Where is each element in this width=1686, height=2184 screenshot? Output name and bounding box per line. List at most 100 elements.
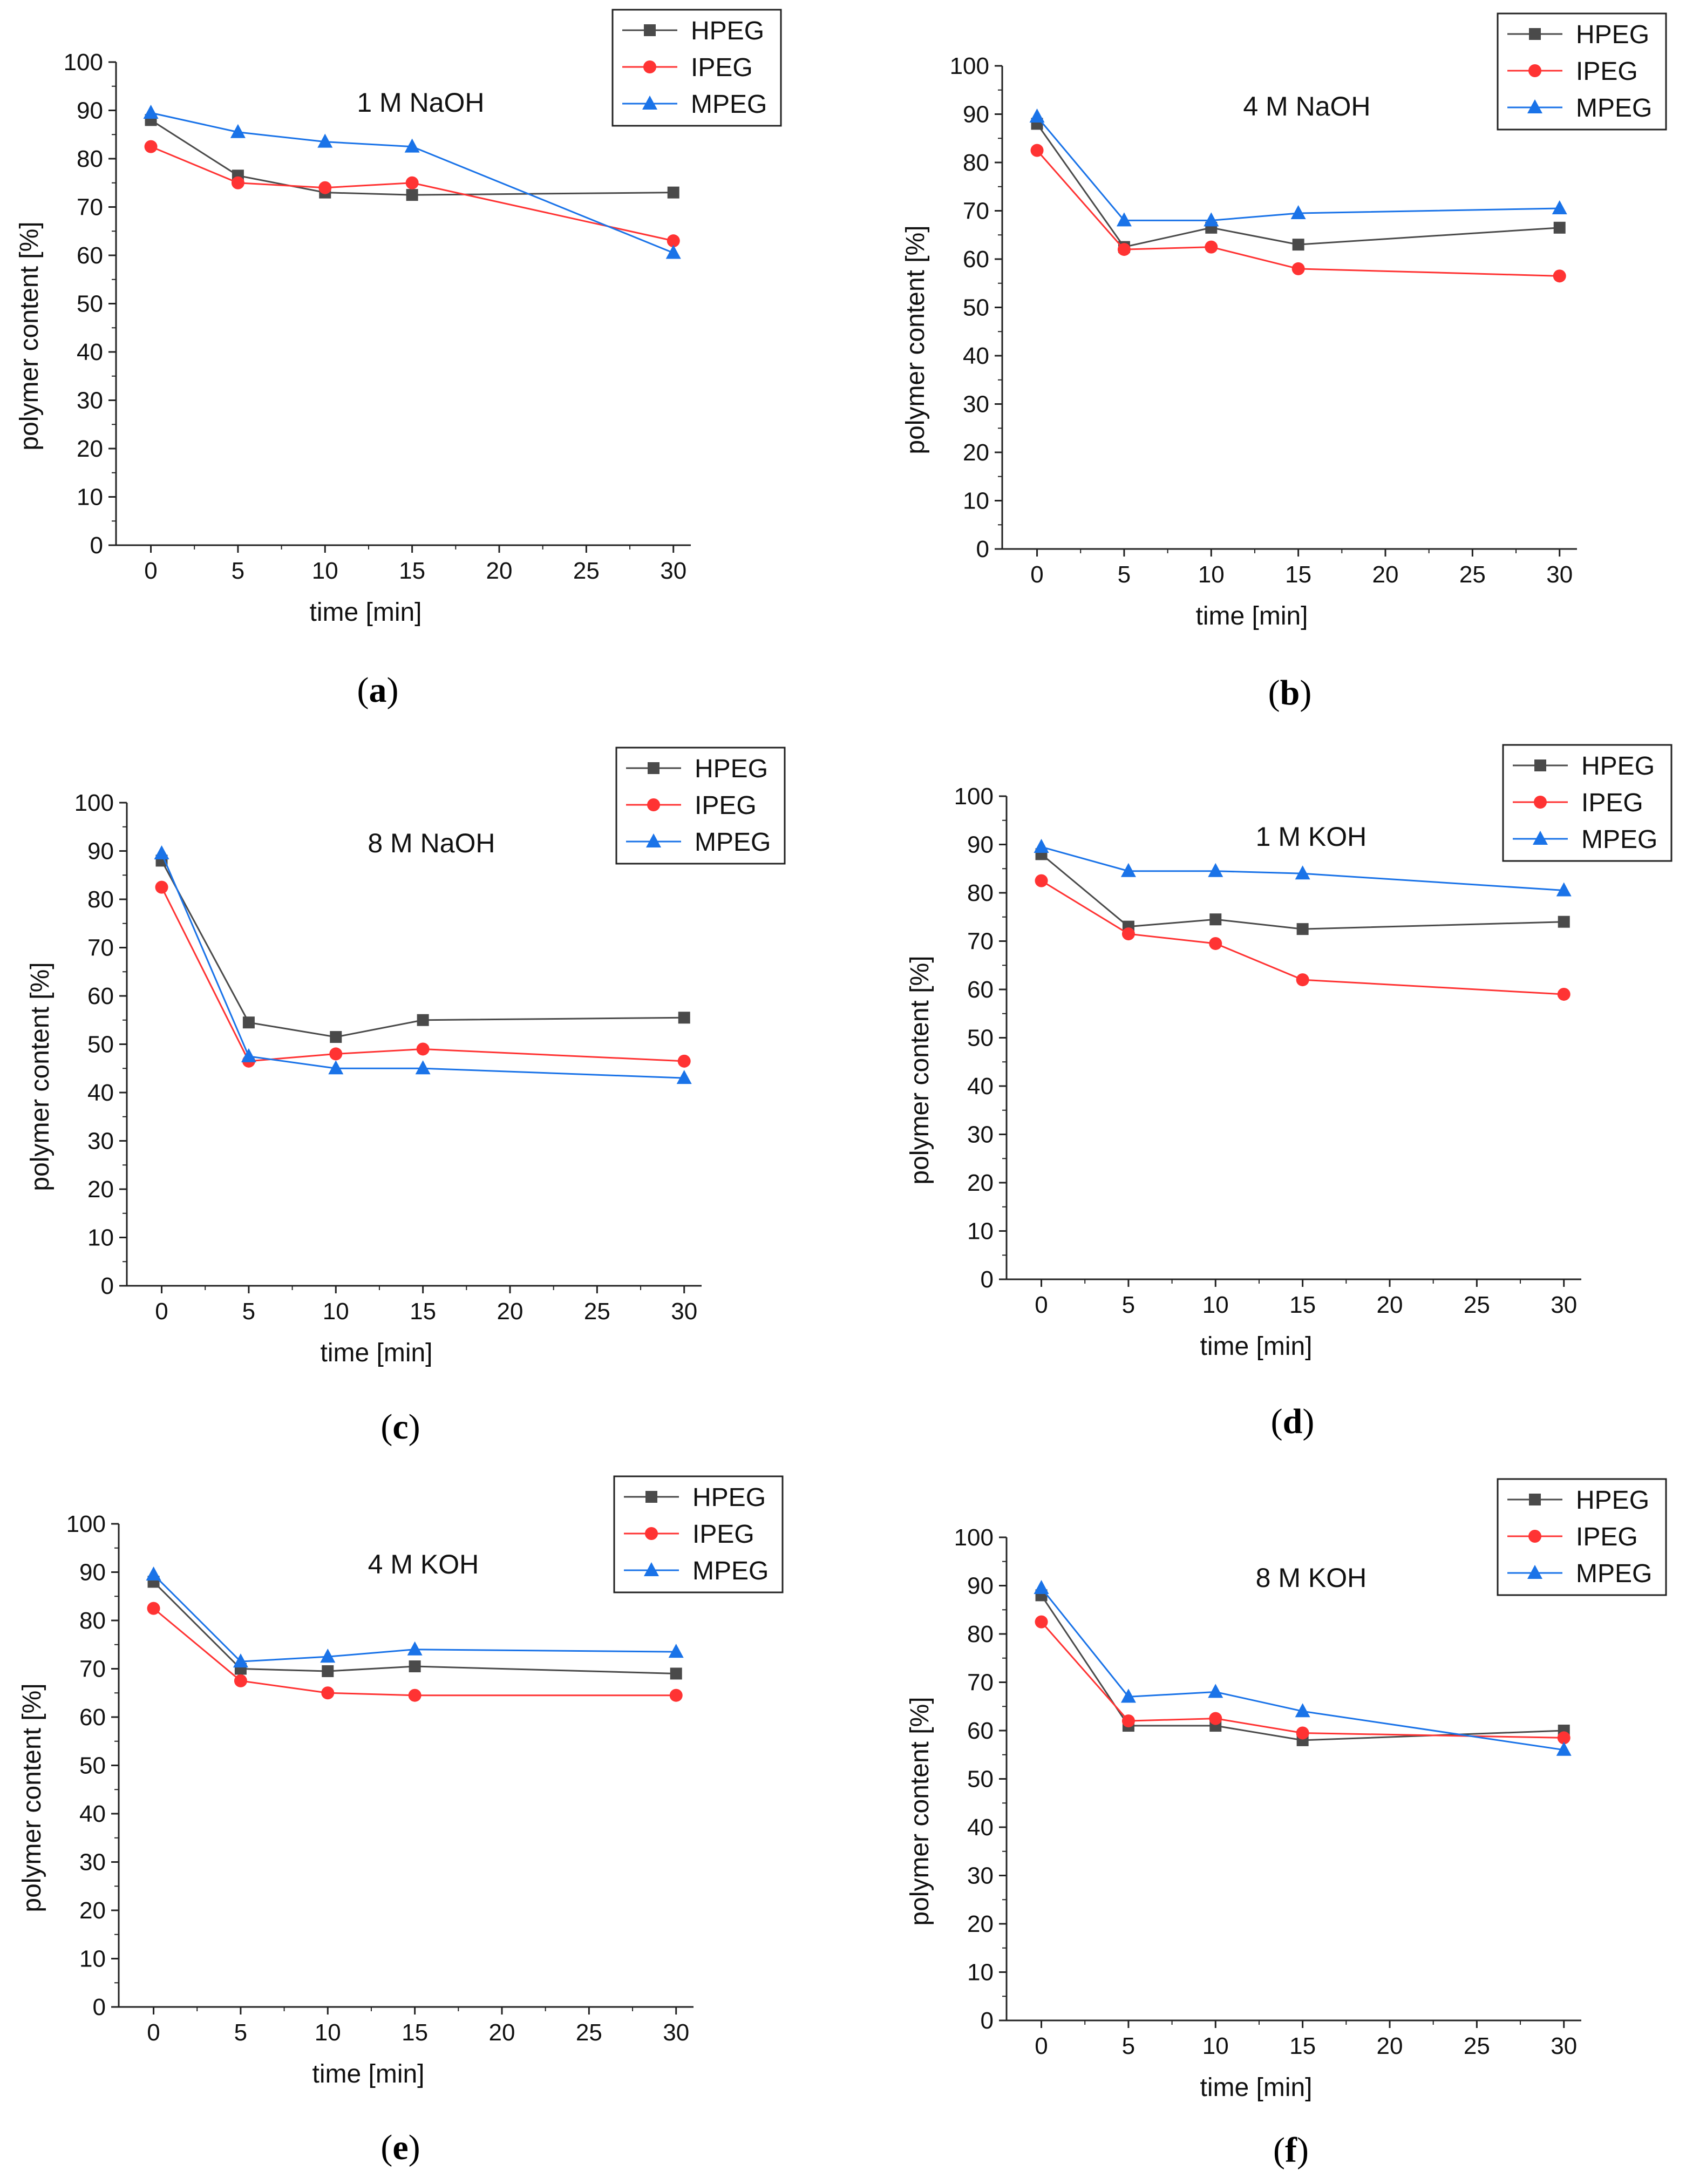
x-tick-label: 15	[402, 2019, 428, 2046]
y-axis-title: polymer content [%]	[15, 221, 44, 450]
data-point-ipeg	[667, 234, 680, 248]
chart-panel-c: 0 10 20 30 40 50 60 70 80 90 100 0 5 10 15 20 25 30 time […	[26, 747, 786, 1447]
y-tick-label: 10	[87, 1225, 114, 1251]
series-line-hpeg	[1036, 123, 1560, 248]
x-tick-label: 0	[1030, 561, 1043, 588]
y-axis-title: polymer content [%]	[18, 1683, 46, 1912]
panel-label-letter: b	[1280, 673, 1300, 713]
y-tick-label: 20	[77, 436, 103, 462]
data-point-mpeg	[230, 124, 246, 138]
data-point-ipeg	[1553, 269, 1566, 283]
x-tick-label: 10	[315, 2019, 341, 2046]
legend-label-hpeg: HPEG	[695, 755, 768, 783]
data-point-hpeg	[242, 1016, 255, 1029]
y-tick-label: 100	[950, 53, 989, 79]
data-point-mpeg	[407, 1641, 423, 1656]
y-tick-label: 40	[79, 1801, 106, 1827]
legend-label-hpeg: HPEG	[1576, 1486, 1649, 1515]
y-tick-label: 40	[87, 1080, 114, 1106]
x-tick-label: 20	[1372, 561, 1399, 588]
data-point-mpeg	[1204, 212, 1219, 227]
x-tick-label: 20	[1377, 2033, 1403, 2059]
panel-label-open: (	[1271, 1402, 1283, 1441]
y-tick-label: 90	[967, 832, 994, 858]
series-line-hpeg	[1041, 1595, 1564, 1741]
data-point-mpeg	[1295, 1703, 1310, 1718]
data-point-mpeg	[317, 133, 333, 148]
y-tick-label: 20	[963, 439, 989, 466]
y-tick-label: 40	[77, 339, 103, 365]
y-tick-label: 0	[976, 536, 989, 562]
y-tick-label: 80	[77, 146, 103, 172]
x-tick-label: 25	[584, 1298, 610, 1325]
data-point-mpeg	[1120, 863, 1136, 877]
panel-label-close: )	[387, 670, 399, 710]
panel-label: (b)	[1268, 673, 1312, 713]
data-point-ipeg	[1121, 1714, 1135, 1728]
panel-label-letter: e	[392, 2128, 408, 2167]
x-tick-label: 20	[486, 558, 513, 584]
legend-label-ipeg: IPEG	[1576, 1523, 1638, 1551]
y-tick-label: 60	[79, 1704, 106, 1731]
x-axis-title: time [min]	[320, 1339, 432, 1367]
panel-label: (f)	[1273, 2131, 1309, 2170]
x-axis-title: time [min]	[1200, 2073, 1312, 2102]
data-point-ipeg	[1035, 1615, 1048, 1629]
data-point-mpeg	[1034, 838, 1049, 853]
data-point-ipeg	[1296, 1726, 1309, 1740]
panel-label-close: )	[409, 1407, 420, 1447]
y-tick-label: 60	[967, 976, 994, 1003]
series-line-hpeg	[161, 860, 684, 1038]
panel-label-open: (	[380, 1407, 392, 1447]
y-tick-label: 100	[954, 783, 994, 810]
x-tick-label: 30	[1551, 1292, 1577, 1318]
x-tick-label: 10	[323, 1298, 349, 1325]
legend-label-mpeg: MPEG	[1576, 94, 1652, 123]
data-point-hpeg	[670, 1667, 682, 1680]
data-point-ipeg	[669, 1688, 683, 1702]
legend-marker-hpeg	[1529, 1494, 1541, 1505]
data-point-ipeg	[408, 1688, 422, 1702]
legend-marker-hpeg	[1529, 28, 1541, 40]
y-tick-label: 90	[963, 101, 989, 128]
y-tick-label: 90	[77, 98, 103, 124]
x-axis-title: time [min]	[312, 2060, 424, 2088]
data-point-ipeg	[231, 176, 244, 189]
data-point-mpeg	[1116, 212, 1132, 227]
series-line-mpeg	[1036, 116, 1560, 221]
x-axis-title: time [min]	[1200, 1332, 1312, 1361]
legend-marker-hpeg	[1534, 759, 1546, 771]
series-line-hpeg	[153, 1581, 676, 1674]
data-point-ipeg	[405, 176, 419, 189]
y-tick-label: 0	[981, 2007, 994, 2034]
chart-panel-b: 0 10 20 30 40 50 60 70 80 90 100 0 5 10 15 20 25 30 time […	[901, 12, 1667, 713]
data-point-ipeg	[318, 181, 332, 194]
y-tick-label: 20	[967, 1911, 994, 1937]
data-point-mpeg	[146, 1566, 161, 1581]
legend-marker-ipeg	[643, 60, 656, 73]
data-point-ipeg	[1291, 262, 1305, 275]
data-point-ipeg	[416, 1042, 430, 1056]
panel-label-letter: a	[369, 670, 387, 710]
x-tick-label: 25	[576, 2019, 602, 2046]
chart-panel-f: 0 10 20 30 40 50 60 70 80 90 100 0 5 10 15 20 25 30 time […	[906, 1478, 1667, 2170]
legend-label-ipeg: IPEG	[695, 791, 757, 820]
data-point-mpeg	[1556, 882, 1572, 897]
y-tick-label: 70	[967, 928, 994, 955]
x-tick-label: 5	[242, 1298, 255, 1325]
x-tick-label: 25	[1464, 2033, 1490, 2059]
x-tick-label: 5	[1122, 1292, 1135, 1318]
legend-label-mpeg: MPEG	[692, 1557, 769, 1585]
y-tick-label: 10	[967, 1959, 994, 1986]
legend: HPEG IPEG MPEG	[613, 1475, 784, 1593]
panel-label: (e)	[380, 2128, 420, 2167]
y-tick-label: 30	[77, 388, 103, 414]
legend-label-ipeg: IPEG	[691, 53, 753, 82]
y-tick-label: 10	[967, 1218, 994, 1245]
x-tick-label: 15	[1289, 1292, 1316, 1318]
x-axis-title: time [min]	[309, 598, 422, 627]
legend-marker-mpeg	[1533, 831, 1548, 845]
y-tick-label: 10	[79, 1946, 106, 1972]
data-point-mpeg	[1120, 1688, 1136, 1703]
legend-label-hpeg: HPEG	[692, 1483, 766, 1512]
